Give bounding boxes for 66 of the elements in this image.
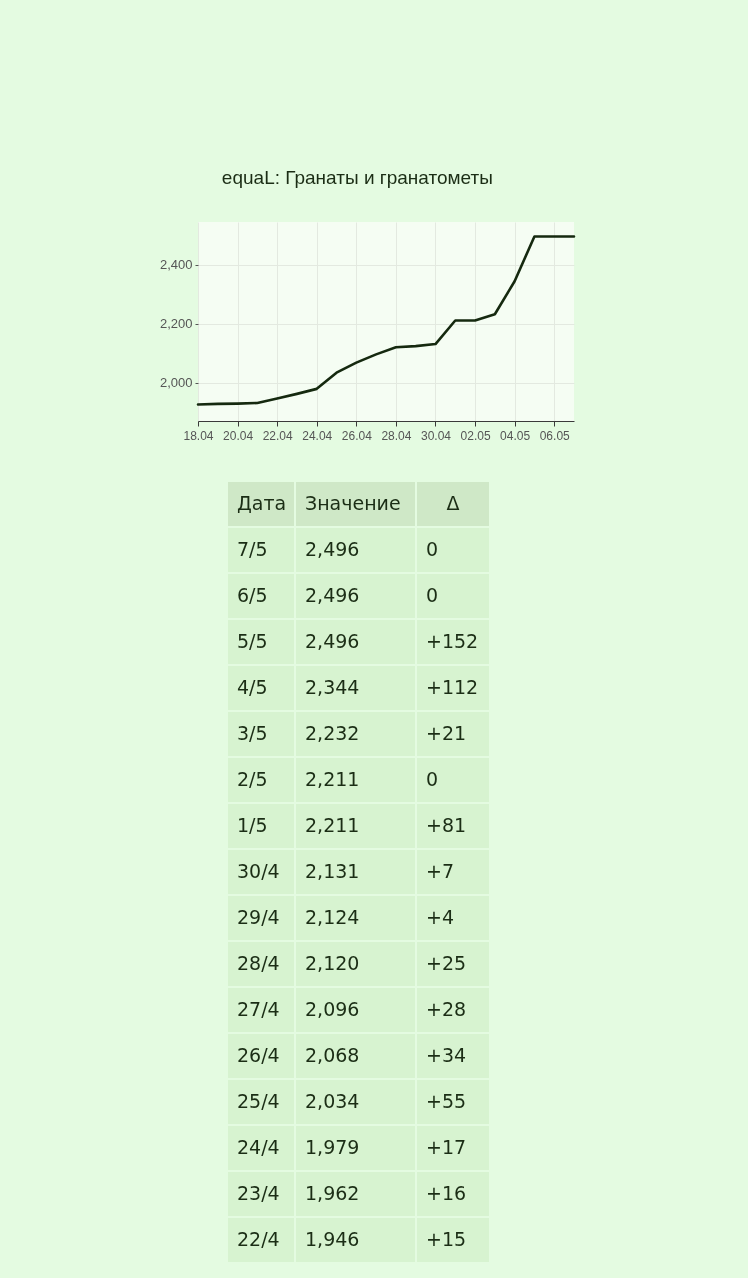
text: +17: [426, 1136, 467, 1158]
chart-title: equaL: Гранаты и гранатометы: [221, 167, 493, 188]
text: +34: [426, 1044, 467, 1066]
text: +81: [426, 814, 467, 836]
text: 4/5: [237, 676, 268, 698]
text: 2,211: [305, 814, 360, 836]
text: 28/4: [237, 952, 280, 974]
text: 30/4: [237, 860, 280, 882]
text: +55: [426, 1090, 467, 1112]
text: 7/5: [237, 538, 268, 560]
y-tick-label: 2,400: [159, 257, 193, 273]
text: Дата: [237, 492, 287, 514]
text: 1,946: [305, 1228, 360, 1250]
text: 24/4: [237, 1136, 280, 1158]
text: +7: [426, 860, 455, 882]
text: 1,979: [305, 1136, 360, 1158]
text: +112: [426, 676, 479, 698]
x-tick-label: 20.04: [223, 428, 254, 443]
x-tick-label: 06.05: [539, 428, 571, 443]
text: 0: [426, 584, 439, 606]
x-tick-label: 04.05: [500, 428, 531, 443]
text: +15: [426, 1228, 467, 1250]
x-tick-label: 18.04: [183, 428, 214, 443]
text: 3/5: [237, 722, 268, 744]
text: 2,034: [305, 1090, 360, 1112]
x-tick-label: 28.04: [381, 428, 412, 443]
text: 2,131: [305, 860, 360, 882]
text: 5/5: [237, 630, 268, 652]
y-tick-label: 2,200: [159, 316, 193, 332]
x-tick-label: 26.04: [341, 428, 373, 443]
text: 2/5: [237, 768, 268, 790]
text: 2,496: [305, 538, 360, 560]
text: 2,124: [305, 906, 360, 928]
text: +4: [426, 906, 455, 928]
line-series: [196, 235, 576, 406]
x-tick-label: 02.05: [460, 428, 491, 443]
text: 26/4: [237, 1044, 280, 1066]
text: +25: [426, 952, 467, 974]
text: +21: [426, 722, 467, 744]
text: 2,344: [305, 676, 360, 698]
text: 29/4: [237, 906, 280, 928]
text: 2,232: [305, 722, 360, 744]
text: Значение: [305, 492, 401, 514]
text: 2,211: [305, 768, 360, 790]
x-tick-label: 22.04: [262, 428, 293, 443]
text: 23/4: [237, 1182, 280, 1204]
text: 2,496: [305, 630, 360, 652]
text: 1,962: [305, 1182, 360, 1204]
text: 2,496: [305, 584, 360, 606]
text: 2,096: [305, 998, 360, 1020]
text: 22/4: [237, 1228, 280, 1250]
text: 0: [426, 768, 439, 790]
text: 6/5: [237, 584, 268, 606]
text: +28: [426, 998, 467, 1020]
text: 2,120: [305, 952, 360, 974]
text: 27/4: [237, 998, 280, 1020]
text: 2,068: [305, 1044, 360, 1066]
text: 1/5: [237, 814, 268, 836]
text: 25/4: [237, 1090, 280, 1112]
text: +16: [426, 1182, 467, 1204]
y-tick-label: 2,000: [159, 375, 193, 391]
text: +152: [426, 630, 479, 652]
text: Δ: [446, 492, 460, 514]
text: 0: [426, 538, 439, 560]
x-tick-label: 24.04: [302, 428, 333, 443]
x-tick-label: 30.04: [420, 428, 452, 443]
